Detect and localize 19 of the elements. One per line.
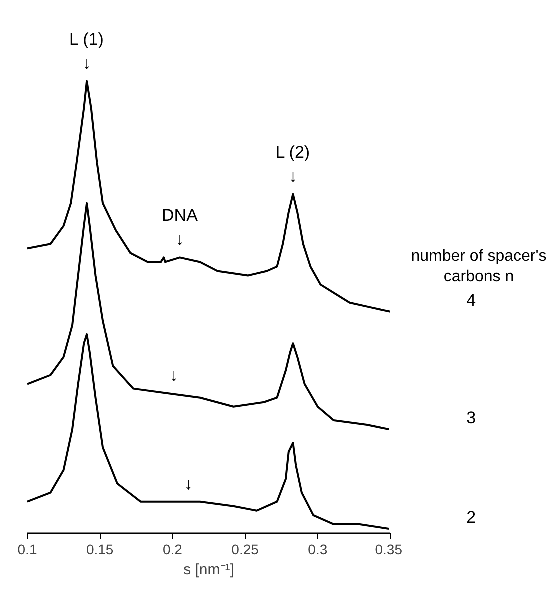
annotation: ↓ [82, 54, 92, 73]
text: 3 [466, 408, 476, 428]
text: 2 [466, 508, 476, 527]
annotation: ↓ [176, 230, 184, 250]
x-tick-label: 0.1 [18, 542, 38, 558]
annotation: ↓ [288, 166, 298, 186]
text: 4 [466, 290, 476, 310]
x-tick-label: 0.3 [308, 542, 328, 558]
annotation: DNA [162, 206, 199, 226]
annotation: L (1) [70, 30, 104, 49]
legend-title: number of spacer's carbons n [411, 248, 547, 286]
annotation: ↓ [184, 474, 193, 494]
annotation: L (2) [276, 142, 310, 162]
x-axis-title: s [nm⁻¹] [184, 562, 234, 578]
x-tick-label: 0.2 [162, 542, 183, 558]
x-tick-label: 0.15 [86, 542, 114, 558]
annotation: ↓ [170, 366, 178, 385]
x-tick-label: 0.25 [232, 542, 260, 558]
x-tick-label: 0.35 [375, 542, 403, 558]
